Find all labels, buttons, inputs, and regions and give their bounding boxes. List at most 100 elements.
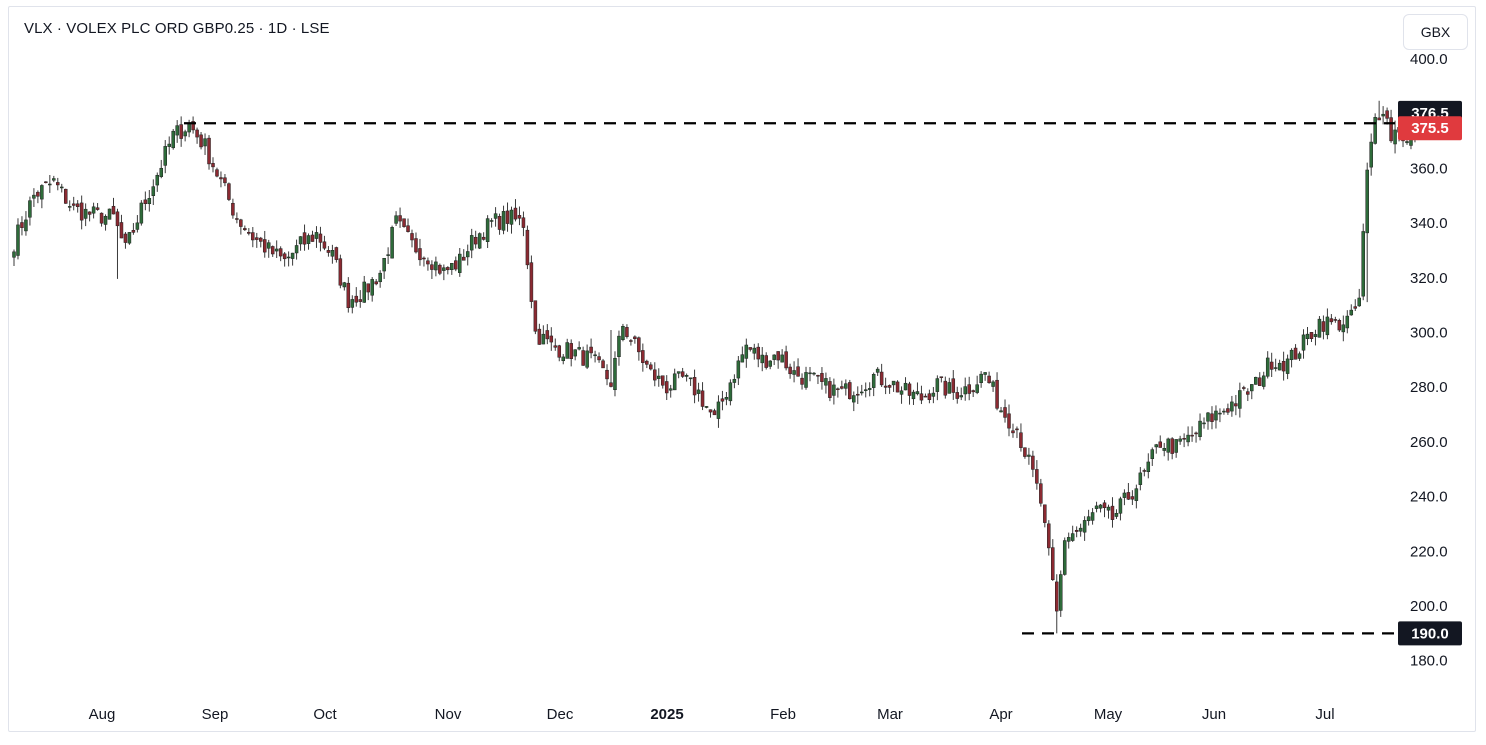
candle-body-up <box>963 386 967 395</box>
candle <box>48 174 52 193</box>
candle-body-up <box>266 242 271 249</box>
candle-body-down <box>1051 547 1055 580</box>
candle <box>724 391 729 406</box>
candle-body-down <box>207 137 211 165</box>
candle-body-up <box>804 372 808 388</box>
candle <box>454 256 458 272</box>
candle-body-up <box>394 215 398 224</box>
candle <box>1055 574 1059 634</box>
candle-body-down <box>262 239 267 253</box>
candle <box>1325 308 1330 340</box>
candle-body-up <box>1230 401 1234 412</box>
candle-body-down <box>1257 377 1262 386</box>
candle <box>450 263 454 275</box>
candle <box>386 247 390 264</box>
candle-body-up <box>485 218 490 242</box>
candle-body-down <box>334 247 339 260</box>
candle-body-down <box>95 207 100 210</box>
candle <box>919 385 924 405</box>
candle-body-down <box>473 236 478 245</box>
candle <box>127 232 132 245</box>
candle-body-down <box>708 409 713 413</box>
x-tick-label: Jul <box>1315 706 1334 723</box>
candle <box>1027 447 1031 465</box>
candle-body-down <box>63 188 68 204</box>
candle-body-down <box>609 382 613 387</box>
candle <box>477 232 482 250</box>
candle <box>1254 376 1258 385</box>
candle <box>581 346 585 366</box>
candle-body-down <box>1309 332 1314 339</box>
candle <box>501 205 506 235</box>
candle <box>800 373 804 390</box>
candle <box>1377 100 1381 121</box>
candle <box>227 182 231 202</box>
candle-body-down <box>971 390 975 393</box>
candle-body-down <box>513 207 518 220</box>
candle-body-down <box>278 248 283 257</box>
candle-body-up <box>1150 449 1155 459</box>
candle <box>95 203 100 211</box>
candle-body-down <box>649 364 653 370</box>
candle-body-down <box>1102 502 1107 509</box>
candle-body-up <box>139 202 144 224</box>
candle <box>760 347 764 372</box>
candle-body-down <box>680 371 685 377</box>
candle <box>955 386 960 404</box>
candle-body-down <box>883 385 888 388</box>
candle <box>1277 359 1282 371</box>
candle <box>1170 437 1174 460</box>
candle <box>1273 358 1278 372</box>
candle <box>899 386 904 404</box>
candle <box>370 277 374 302</box>
candle <box>406 218 410 233</box>
candle <box>844 379 848 396</box>
candle <box>895 380 900 393</box>
candle-body-down <box>641 350 645 363</box>
candle-body-up <box>1261 375 1266 387</box>
candle <box>350 295 355 314</box>
candle <box>1007 404 1011 437</box>
candle-body-up <box>1027 454 1031 457</box>
candle <box>780 349 784 363</box>
candle-body-up <box>127 232 132 244</box>
candle-body-up <box>501 211 506 231</box>
candle <box>549 327 554 351</box>
candle <box>553 338 558 351</box>
candle-body-up <box>959 395 963 398</box>
candle <box>1341 315 1346 342</box>
candle <box>653 362 657 387</box>
candle <box>613 351 617 397</box>
candle-body-down <box>1023 447 1027 457</box>
candle <box>879 363 884 387</box>
candle-body-up <box>183 131 187 137</box>
candle-body-up <box>724 397 729 400</box>
candle <box>239 218 243 235</box>
candle <box>1389 109 1393 143</box>
candle <box>517 206 522 226</box>
candle-body-down <box>259 237 263 242</box>
candle <box>621 323 625 342</box>
time-axis: Aug Sep Oct Nov Dec 2025 Feb Mar Apr May Jun Jul <box>89 706 1335 723</box>
candle <box>935 375 940 401</box>
candle-body-up <box>696 389 701 394</box>
currency-button[interactable]: GBX <box>1403 14 1468 50</box>
candle <box>1011 423 1015 438</box>
candle-body-down <box>1321 321 1326 332</box>
candle <box>398 207 402 228</box>
candle <box>521 211 526 237</box>
candle <box>907 381 912 405</box>
candle-body-up <box>736 360 741 379</box>
candle <box>262 230 267 258</box>
candle <box>1134 484 1139 509</box>
candle <box>1166 437 1170 461</box>
candle-body-down <box>1047 523 1051 549</box>
chart-title: VLX · VOLEX PLC ORD GBP0.25 · 1D · LSE <box>24 20 330 37</box>
candle-body-up <box>362 281 366 303</box>
candle <box>60 183 64 193</box>
candle <box>529 255 534 309</box>
candle <box>804 366 808 390</box>
candle <box>458 247 462 277</box>
candle <box>115 208 120 279</box>
